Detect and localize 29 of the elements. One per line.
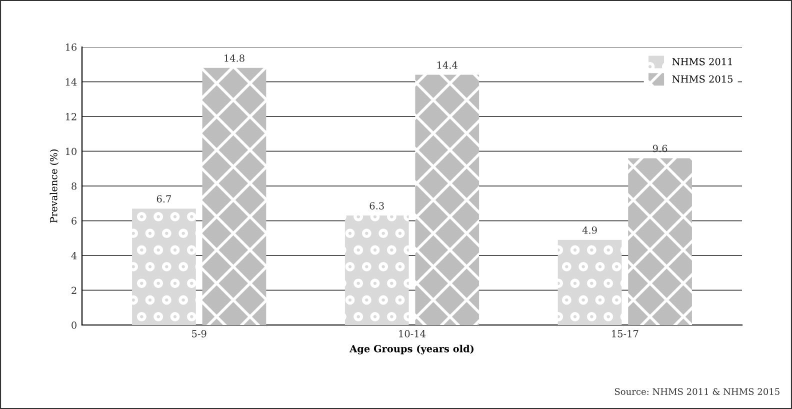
legend-label: NHMS 2011 (672, 58, 732, 66)
y-tick-label: 12 (66, 112, 76, 120)
data-label: 14.4 (437, 61, 458, 69)
x-tick-label: 10-14 (399, 330, 426, 338)
x-tick-label: 15-17 (612, 330, 638, 338)
data-label: 6.7 (156, 195, 171, 203)
y-tick-label: 6 (72, 217, 77, 225)
data-label: 9.6 (652, 144, 668, 152)
bar (415, 74, 480, 325)
y-tick-label: 10 (66, 148, 76, 156)
bar (344, 216, 409, 325)
bar (628, 158, 692, 325)
y-tick-label: 8 (72, 182, 76, 190)
y-axis-title: Prevalence (%) (50, 150, 59, 223)
bar (558, 240, 622, 325)
data-label: 14.8 (224, 54, 244, 62)
source-note: Source: NHMS 2011 & NHMS 2015 (614, 388, 780, 395)
y-tick-label: 4 (71, 252, 77, 260)
legend-label: NHMS 2015 (672, 75, 732, 83)
x-axis-title: Age Groups (years old) (350, 344, 474, 354)
bar (132, 208, 196, 325)
data-label: 4.9 (582, 226, 597, 234)
y-tick-label: 2 (72, 286, 76, 294)
x-tick-label: 5-9 (192, 330, 206, 338)
y-tick-label: 16 (66, 43, 77, 51)
bar (202, 68, 266, 325)
y-tick-label: 0 (72, 321, 76, 329)
data-label: 6.3 (370, 202, 384, 210)
y-tick-label: 14 (66, 78, 77, 86)
